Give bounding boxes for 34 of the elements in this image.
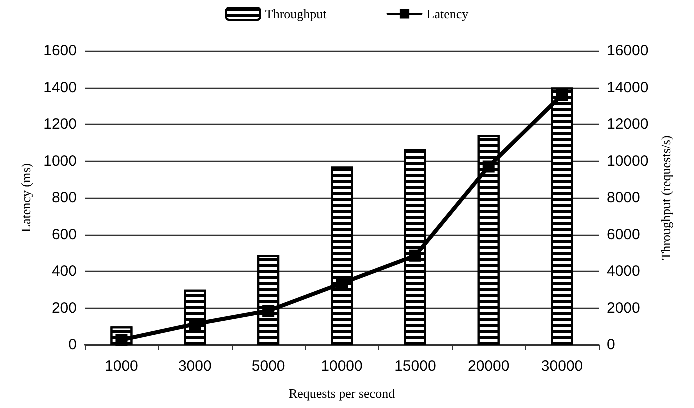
y2-tick-label: 6000 [607,226,640,244]
y2-tick-label: 4000 [607,263,640,280]
y-axis-title: Latency (ms) [18,164,34,232]
y2-tick-label: 16000 [607,42,649,60]
y2-tick-label: 12000 [607,116,649,133]
point [409,250,422,262]
y-tick-label: 1200 [44,116,77,133]
point [482,160,495,173]
y-tick-label: 200 [52,300,77,317]
x-tick-label: 15000 [394,358,436,375]
y-tick-label: 1600 [44,42,77,60]
legend-label: Throughput [265,6,328,22]
x-tick-label: 10000 [321,358,363,375]
y-tick-label: 400 [52,263,77,280]
legend-label: Latency [426,6,470,22]
y-tick-label: 0 [68,336,77,354]
y2-tick-label: 14000 [607,79,649,96]
point [556,89,568,102]
y-tick-label: 1400 [44,79,77,96]
x-tick-label: 3000 [178,358,212,375]
y2-tick-label: 10000 [607,152,649,170]
point [262,305,275,318]
x-tick-label: 30000 [541,358,584,375]
y2-tick-label: 8000 [607,190,640,206]
x-tick-label: 1000 [105,358,138,375]
y2-axis-title: Throughput (requests/s) [658,136,674,260]
y-tick-label: 1000 [44,152,77,170]
x-tick-label: 20000 [468,358,510,375]
y2-tick-label: 2000 [607,300,640,317]
x-axis-title: Requests per second [288,386,396,401]
y2-tick-label: 0 [607,336,616,354]
x-tick-label: 5000 [252,358,286,375]
y-tick-label: 600 [52,226,77,244]
y-tick-label: 800 [52,190,77,206]
